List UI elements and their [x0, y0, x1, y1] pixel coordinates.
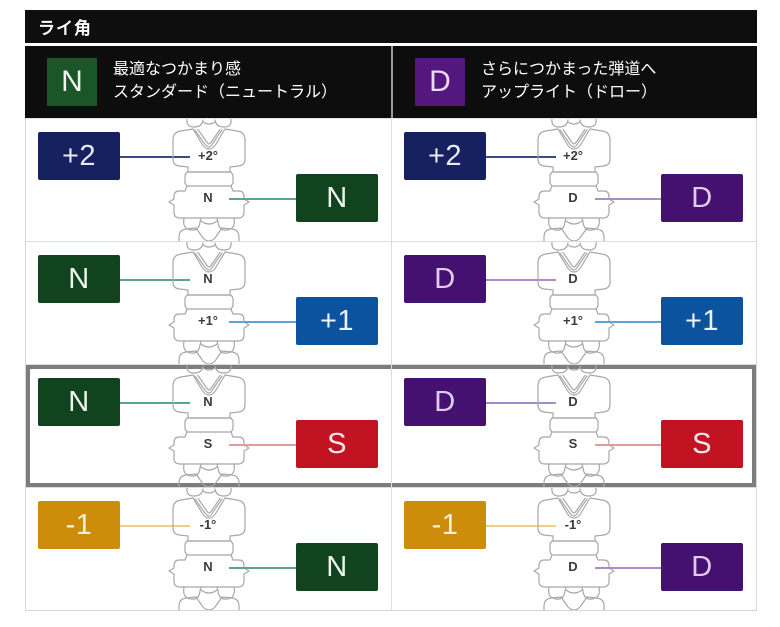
setting-cell-neutral: -1 -1° N N [26, 488, 391, 610]
bottom-ring-setting-badge: D [661, 543, 743, 591]
setting-cell-neutral: N N S S [26, 365, 391, 487]
setting-row: +2 +2° N N +2 + [26, 119, 756, 241]
bottom-ring-label: D [568, 190, 577, 205]
bottom-ring-setting-badge: D [661, 174, 743, 222]
column-header-neutral: N 最適なつかまり感 スタンダード（ニュートラル） [25, 46, 391, 118]
setting-row-selected: N N S S D D [26, 364, 756, 487]
bottom-connector-line [595, 321, 663, 323]
top-connector-line [120, 402, 190, 404]
bottom-connector-line [595, 567, 663, 569]
top-connector-line [486, 402, 556, 404]
setting-cell-draw: D D +1° +1 [391, 242, 756, 364]
neutral-header-text: 最適なつかまり感 スタンダード（ニュートラル） [113, 59, 337, 104]
setting-cell-draw: -1 -1° D D [391, 488, 756, 610]
bottom-connector-line [229, 321, 297, 323]
adapter-sleeve-diagram: D S [524, 365, 624, 487]
top-connector-line [486, 279, 556, 281]
top-ring-label: -1° [565, 517, 582, 532]
settings-grid: +2 +2° N N +2 + [25, 118, 757, 611]
top-ring-setting-badge: D [404, 255, 486, 303]
top-ring-label: +2° [563, 148, 583, 163]
bottom-ring-setting-badge: +1 [296, 297, 378, 345]
bottom-ring-label: D [568, 559, 577, 574]
top-ring-label: N [203, 394, 212, 409]
bottom-connector-line [229, 198, 297, 200]
bottom-ring-label: S [203, 436, 212, 451]
adapter-sleeve-diagram: -1° N [159, 488, 259, 610]
bottom-ring-setting-badge: +1 [661, 297, 743, 345]
bottom-ring-label: +1° [197, 313, 217, 328]
column-headers: N 最適なつかまり感 スタンダード（ニュートラル） D さらにつかまった弾道へ … [25, 46, 757, 118]
top-ring-label: D [568, 394, 577, 409]
column-header-draw: D さらにつかまった弾道へ アップライト（ドロー） [391, 46, 757, 118]
setting-cell-draw: D D S S [391, 365, 756, 487]
draw-code-square: D [415, 58, 465, 106]
bottom-ring-label: S [569, 436, 578, 451]
top-ring-setting-badge: N [38, 378, 120, 426]
adapter-sleeve-diagram: D +1° [524, 242, 624, 364]
setting-row: -1 -1° N N -1 - [26, 487, 756, 610]
bottom-ring-setting-badge: N [296, 174, 378, 222]
top-connector-line [120, 279, 190, 281]
top-ring-setting-badge: N [38, 255, 120, 303]
setting-cell-draw: +2 +2° D D [391, 119, 756, 241]
setting-cell-neutral: N N +1° +1 [26, 242, 391, 364]
top-ring-setting-badge: +2 [404, 132, 486, 180]
top-ring-setting-badge: -1 [38, 501, 120, 549]
neutral-code-square: N [47, 58, 97, 106]
top-ring-label: N [203, 271, 212, 286]
setting-row: N N +1° +1 D D [26, 241, 756, 364]
bottom-ring-setting-badge: S [296, 420, 378, 468]
bottom-ring-label: +1° [563, 313, 583, 328]
top-ring-label: D [568, 271, 577, 286]
setting-cell-neutral: +2 +2° N N [26, 119, 391, 241]
bottom-connector-line [229, 444, 297, 446]
top-connector-line [120, 525, 190, 527]
top-connector-line [486, 156, 556, 158]
adapter-sleeve-diagram: +2° D [524, 119, 624, 241]
adapter-sleeve-diagram: N +1° [159, 242, 259, 364]
draw-header-line2: アップライト（ドロー） [481, 84, 658, 101]
bottom-connector-line [595, 198, 663, 200]
bottom-ring-setting-badge: S [661, 420, 743, 468]
bottom-ring-label: N [203, 559, 212, 574]
top-connector-line [120, 156, 190, 158]
neutral-header-line2: スタンダード（ニュートラル） [113, 84, 338, 101]
draw-header-text: さらにつかまった弾道へ アップライト（ドロー） [481, 59, 657, 104]
top-ring-label: -1° [199, 517, 216, 532]
section-title-bar: ライ角 [25, 10, 757, 43]
top-ring-label: +2° [197, 148, 217, 163]
section-title: ライ角 [38, 19, 92, 38]
top-ring-setting-badge: D [404, 378, 486, 426]
bottom-connector-line [229, 567, 297, 569]
draw-header-line1: さらにつかまった弾道へ [481, 61, 657, 79]
bottom-ring-setting-badge: N [296, 543, 378, 591]
bottom-ring-label: N [203, 190, 212, 205]
adapter-sleeve-diagram: N S [159, 365, 259, 487]
neutral-header-line1: 最適なつかまり感 [113, 61, 242, 79]
top-ring-setting-badge: +2 [38, 132, 120, 180]
top-connector-line [486, 525, 556, 527]
adapter-sleeve-diagram: -1° D [524, 488, 624, 610]
adapter-sleeve-diagram: +2° N [159, 119, 259, 241]
bottom-connector-line [595, 444, 663, 446]
top-ring-setting-badge: -1 [404, 501, 486, 549]
